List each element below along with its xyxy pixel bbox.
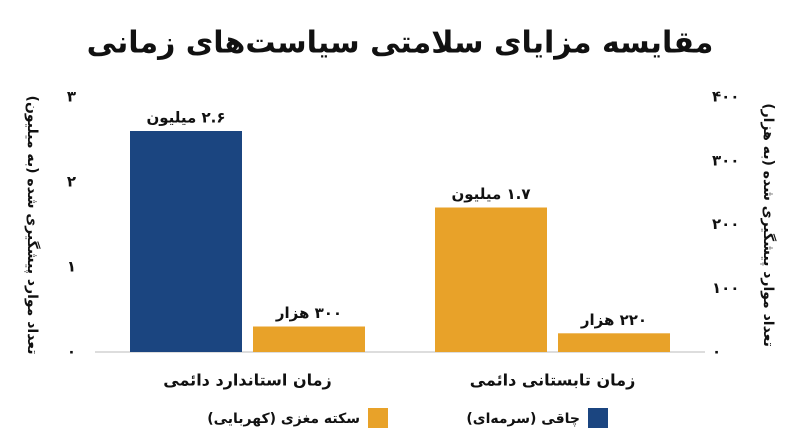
legend-label: چاقی (سرمه‌ای)	[466, 411, 580, 427]
value-label: ۲۲۰ هزار	[580, 311, 647, 329]
value-label: ۳۰۰ هزار	[275, 304, 342, 322]
value-label: ۲.۶ میلیون	[146, 109, 225, 127]
legend-label: سکته مغزی (کهربایی)	[207, 411, 360, 427]
y-axis-title: تعداد موارد پیشگیری شده (به میلیون)	[24, 96, 41, 355]
y-tick-label: ۱	[67, 258, 76, 276]
legend-swatch	[368, 408, 388, 428]
y2-tick-label: ۰	[712, 343, 721, 361]
x-tick-label: زمان تابستانی دائمی	[470, 371, 636, 390]
y-tick-label: ۳	[67, 88, 76, 106]
bar	[558, 333, 670, 352]
legend-swatch	[588, 408, 608, 428]
y2-tick-label: ۳۰۰	[712, 151, 739, 169]
bar	[253, 326, 365, 352]
y2-tick-label: ۲۰۰	[712, 215, 739, 233]
y2-tick-label: ۱۰۰	[712, 279, 739, 297]
bar	[435, 207, 547, 352]
y2-axis-title: تعداد موارد پیشگیری شده (به هزار)	[760, 103, 777, 347]
chart-title: مقایسه مزایای سلامتی سیاست‌های زمانی	[87, 26, 714, 61]
bar	[130, 131, 242, 352]
x-tick-label: زمان استاندارد دائمی	[163, 371, 331, 390]
y-tick-label: ۲	[67, 173, 76, 191]
y2-tick-label: ۴۰۰	[712, 88, 739, 106]
y-tick-label: ۰	[67, 343, 76, 361]
value-label: ۱.۷ میلیون	[451, 185, 530, 203]
